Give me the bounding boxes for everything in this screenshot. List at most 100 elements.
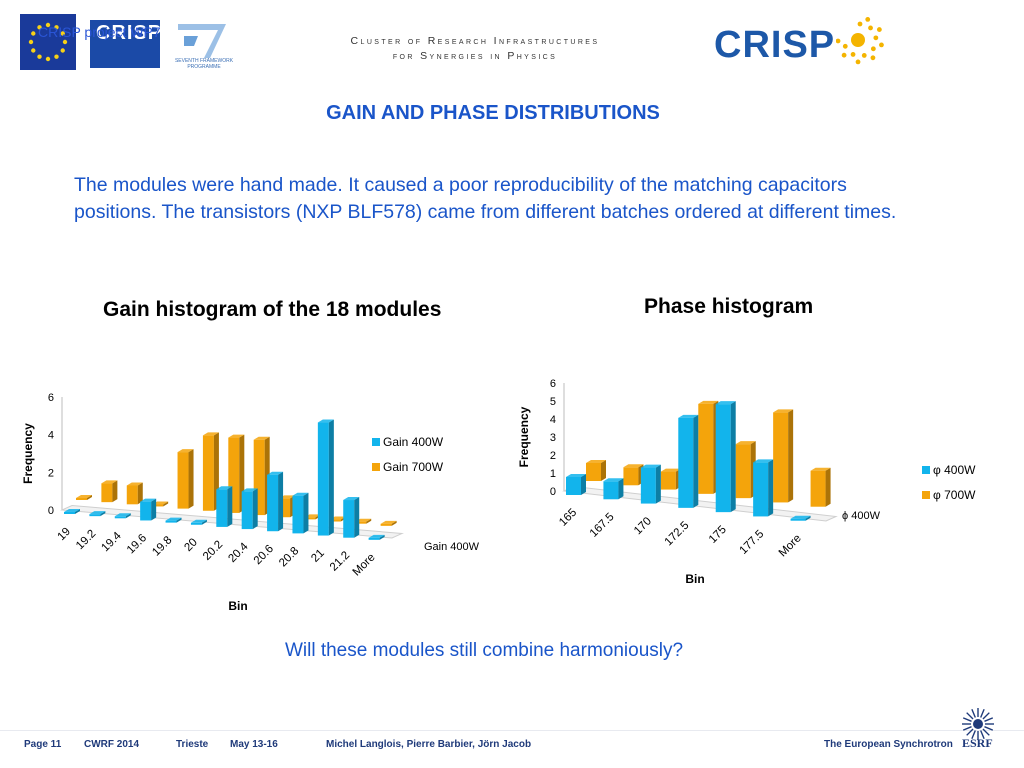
esrf-ray-icon bbox=[980, 730, 985, 740]
eu-star-icon bbox=[37, 54, 42, 59]
orbit-dot-icon bbox=[876, 27, 882, 32]
legend-entry: φ 400W bbox=[922, 463, 976, 477]
bar-700-5-front bbox=[202, 435, 214, 511]
x-tick-label: 21.2 bbox=[328, 549, 352, 573]
esrf-sunburst-icon bbox=[960, 706, 996, 742]
bar-400-9-top bbox=[292, 492, 309, 496]
bar-700-7-front bbox=[253, 439, 265, 516]
y-tick-label: 2 bbox=[550, 450, 556, 462]
bar-700-5-top bbox=[773, 409, 794, 413]
phase-chart-title: Phase histogram bbox=[644, 295, 814, 318]
bar-700-7-top bbox=[253, 436, 270, 440]
bar-700-8-front bbox=[279, 498, 291, 518]
legend-entry: Gain 400W bbox=[372, 435, 444, 449]
bar-400-2 bbox=[114, 513, 131, 519]
bar-400-7-side bbox=[252, 488, 258, 530]
orbit-dot-icon bbox=[855, 59, 861, 65]
orbit-dot-icon bbox=[870, 55, 876, 61]
bar-700-2-side bbox=[137, 482, 143, 505]
bar-700-6-front bbox=[228, 437, 240, 513]
x-tick-label: 165 bbox=[557, 507, 579, 529]
cluster-line-2: for Synergies in Physics bbox=[392, 50, 558, 62]
eu-star-icon bbox=[54, 25, 59, 30]
esrf-ray-icon bbox=[984, 717, 994, 722]
x-tick-label: 19 bbox=[55, 526, 73, 544]
bar-700-9-front bbox=[304, 517, 316, 520]
bar-400-4-top bbox=[715, 401, 736, 405]
bar-400-2-side bbox=[125, 513, 131, 519]
eu-star-icon bbox=[62, 39, 68, 45]
bar-700-3-top bbox=[698, 400, 719, 404]
bar-700-5 bbox=[202, 432, 219, 511]
bar-400-3-side bbox=[693, 414, 699, 508]
bar-400-4-side bbox=[176, 517, 182, 523]
bar-400-12-front bbox=[368, 537, 380, 540]
bar-400-11 bbox=[343, 497, 360, 538]
bar-400-0-side bbox=[581, 474, 586, 495]
footer-conference: CWRF 2014 bbox=[84, 739, 140, 750]
gain-chart-title: Gain histogram of the 18 modules bbox=[103, 298, 442, 321]
bar-700-12 bbox=[380, 520, 397, 526]
orbit-dot-icon bbox=[857, 21, 863, 27]
bar-400-7 bbox=[241, 488, 258, 530]
bar-400-5-side bbox=[768, 459, 774, 517]
esrf-logo-text: ESRF bbox=[962, 736, 993, 750]
x-tick-label: 20.8 bbox=[277, 545, 301, 569]
bar-700-5 bbox=[773, 409, 794, 503]
closing-question: Will these modules still combine harmoni… bbox=[284, 640, 684, 661]
footer-city: Trieste bbox=[176, 739, 209, 750]
y-axis-title: Frequency bbox=[517, 406, 531, 467]
bar-700-1 bbox=[101, 480, 118, 503]
bar-400-6-front bbox=[790, 518, 806, 521]
legend-label: φ 700W bbox=[933, 488, 976, 502]
esrf-ray-icon bbox=[980, 708, 985, 718]
bar-400-12-top bbox=[368, 534, 385, 538]
bar-400-0 bbox=[566, 474, 586, 495]
y-tick-label: 2 bbox=[48, 467, 54, 479]
bar-400-8 bbox=[267, 471, 284, 532]
footer-synchrotron-label: The European Synchrotron bbox=[824, 739, 953, 750]
x-axis-title: Bin bbox=[685, 572, 704, 586]
bar-700-5-front bbox=[773, 412, 789, 503]
bar-700-4-front bbox=[735, 444, 751, 499]
bar-700-11-front bbox=[355, 521, 367, 524]
orbit-dot-icon bbox=[850, 52, 856, 57]
bar-400-3-top bbox=[140, 498, 157, 502]
y-tick-label: 0 bbox=[48, 505, 54, 517]
bar-700-1-front bbox=[101, 483, 113, 503]
bar-400-8-side bbox=[278, 471, 284, 532]
bar-400-8-top bbox=[267, 471, 284, 475]
y-tick-label: 5 bbox=[550, 396, 556, 408]
orbit-dot-icon bbox=[865, 17, 871, 22]
footer-date: May 13-16 bbox=[230, 739, 278, 750]
bar-700-1-top bbox=[623, 464, 644, 468]
x-tick-label: 19.6 bbox=[125, 532, 149, 556]
y-tick-label: 3 bbox=[550, 432, 556, 444]
bar-400-1-front bbox=[603, 481, 619, 500]
x-tick-label: 19.8 bbox=[150, 534, 174, 558]
y-axis-title: Frequency bbox=[21, 423, 35, 484]
legend-entry: φ 700W bbox=[922, 488, 976, 502]
bar-400-0 bbox=[64, 509, 80, 514]
bar-700-4-top bbox=[177, 449, 194, 453]
bar-700-6 bbox=[810, 467, 831, 507]
bar-400-5-top bbox=[753, 459, 774, 463]
bar-700-0-side bbox=[87, 495, 92, 500]
fp7-logo bbox=[170, 18, 234, 70]
bar-700-5-side bbox=[788, 409, 794, 503]
eu-star-icon bbox=[31, 31, 36, 36]
esrf-ray-icon bbox=[982, 712, 990, 720]
bar-400-7-front bbox=[241, 491, 253, 530]
phase-histogram-chart: 0 1 2 3 4 5 6 Frequency 165 167.5 170 172.5 175 177.5… bbox=[517, 378, 976, 586]
bar-400-2-front bbox=[114, 516, 126, 519]
bar-700-3-front bbox=[698, 403, 714, 494]
bar-700-3 bbox=[698, 400, 719, 494]
y-tick-label: 1 bbox=[550, 468, 556, 480]
orbit-dot-icon bbox=[868, 25, 873, 31]
cluster-tagline: Cluster of Research Infrastructures for … bbox=[300, 34, 650, 64]
bar-400-10-front bbox=[317, 422, 329, 536]
esrf-ray-icon bbox=[966, 728, 974, 736]
bar-400-4 bbox=[165, 517, 182, 523]
crisp-logo-orbit-icon bbox=[835, 12, 892, 68]
x-tick-label: 19.2 bbox=[74, 528, 98, 552]
